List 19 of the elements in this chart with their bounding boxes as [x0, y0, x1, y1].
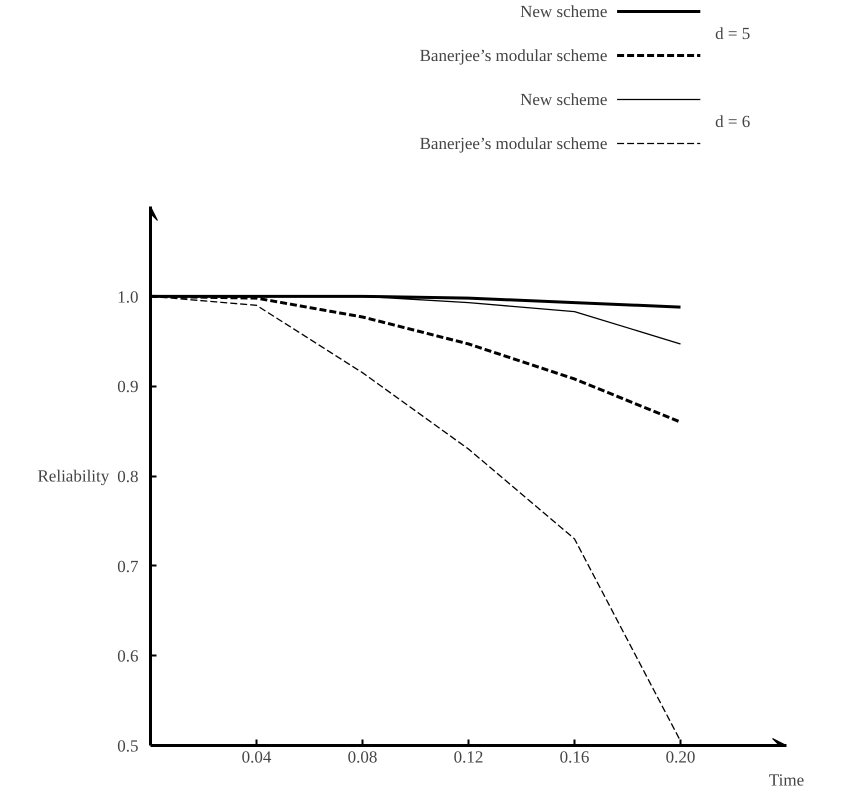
x-axis-title: Time: [768, 770, 804, 790]
x-tick-label: 0.16: [560, 748, 590, 766]
legend-label: New scheme: [520, 90, 608, 109]
text: d = 6: [715, 112, 750, 131]
y-tick-label: 0.7: [117, 556, 139, 576]
legend-label: New scheme: [520, 2, 608, 21]
y-axis-title: Reliability: [37, 466, 110, 486]
y-tick-label: 1.0: [117, 287, 138, 306]
x-tick-label: 0.20: [666, 748, 696, 766]
text: d = 5: [715, 24, 750, 43]
y-tick-label: 0.6: [117, 646, 138, 666]
y-tick-label: 0.9: [117, 377, 138, 396]
x-tick-label: 0.04: [242, 748, 272, 766]
x-tick-label: 0.08: [348, 748, 378, 766]
legend-label: Banerjee’s modular scheme: [420, 46, 608, 65]
legend-label: Banerjee’s modular scheme: [420, 134, 608, 153]
y-tick-label: 0.8: [117, 467, 138, 486]
y-tick-label: 0.5: [117, 736, 138, 756]
x-tick-label: 0.12: [454, 748, 484, 766]
